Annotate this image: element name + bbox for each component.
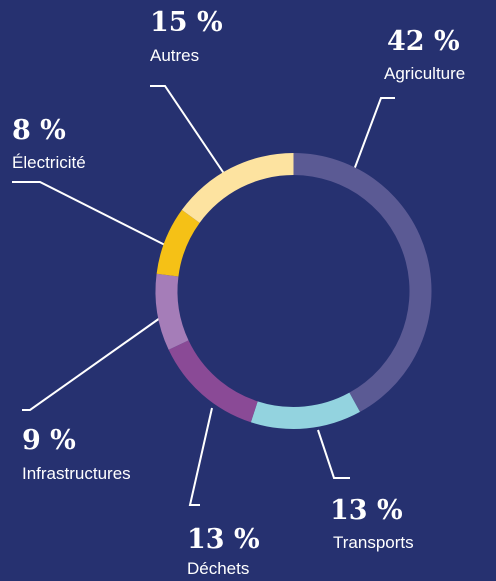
value-label: 42 % [387,26,460,57]
leader-line [188,407,213,506]
value-label: 13 % [187,524,260,555]
category-label: Agriculture [384,64,465,83]
category-label: Déchets [187,559,249,578]
category-label: Autres [150,46,199,65]
donut-segment [155,273,189,350]
leader-lines [12,85,395,506]
leader-line [150,85,226,176]
donut-segment [250,392,360,430]
category-label: Transports [333,533,414,552]
value-label: 8 % [12,115,66,146]
donut-segment [168,340,258,423]
donut-segment [181,153,294,223]
category-label: Électricité [12,153,86,172]
value-label: 15 % [150,7,223,38]
leader-line [22,317,161,411]
value-label: 13 % [330,495,403,526]
leader-line [12,181,166,246]
leader-line [353,97,395,171]
category-label: Infrastructures [22,464,131,483]
donut-segment [156,209,200,277]
donut-segment [293,153,432,412]
value-label: 9 % [22,425,76,456]
leader-line [317,429,350,479]
